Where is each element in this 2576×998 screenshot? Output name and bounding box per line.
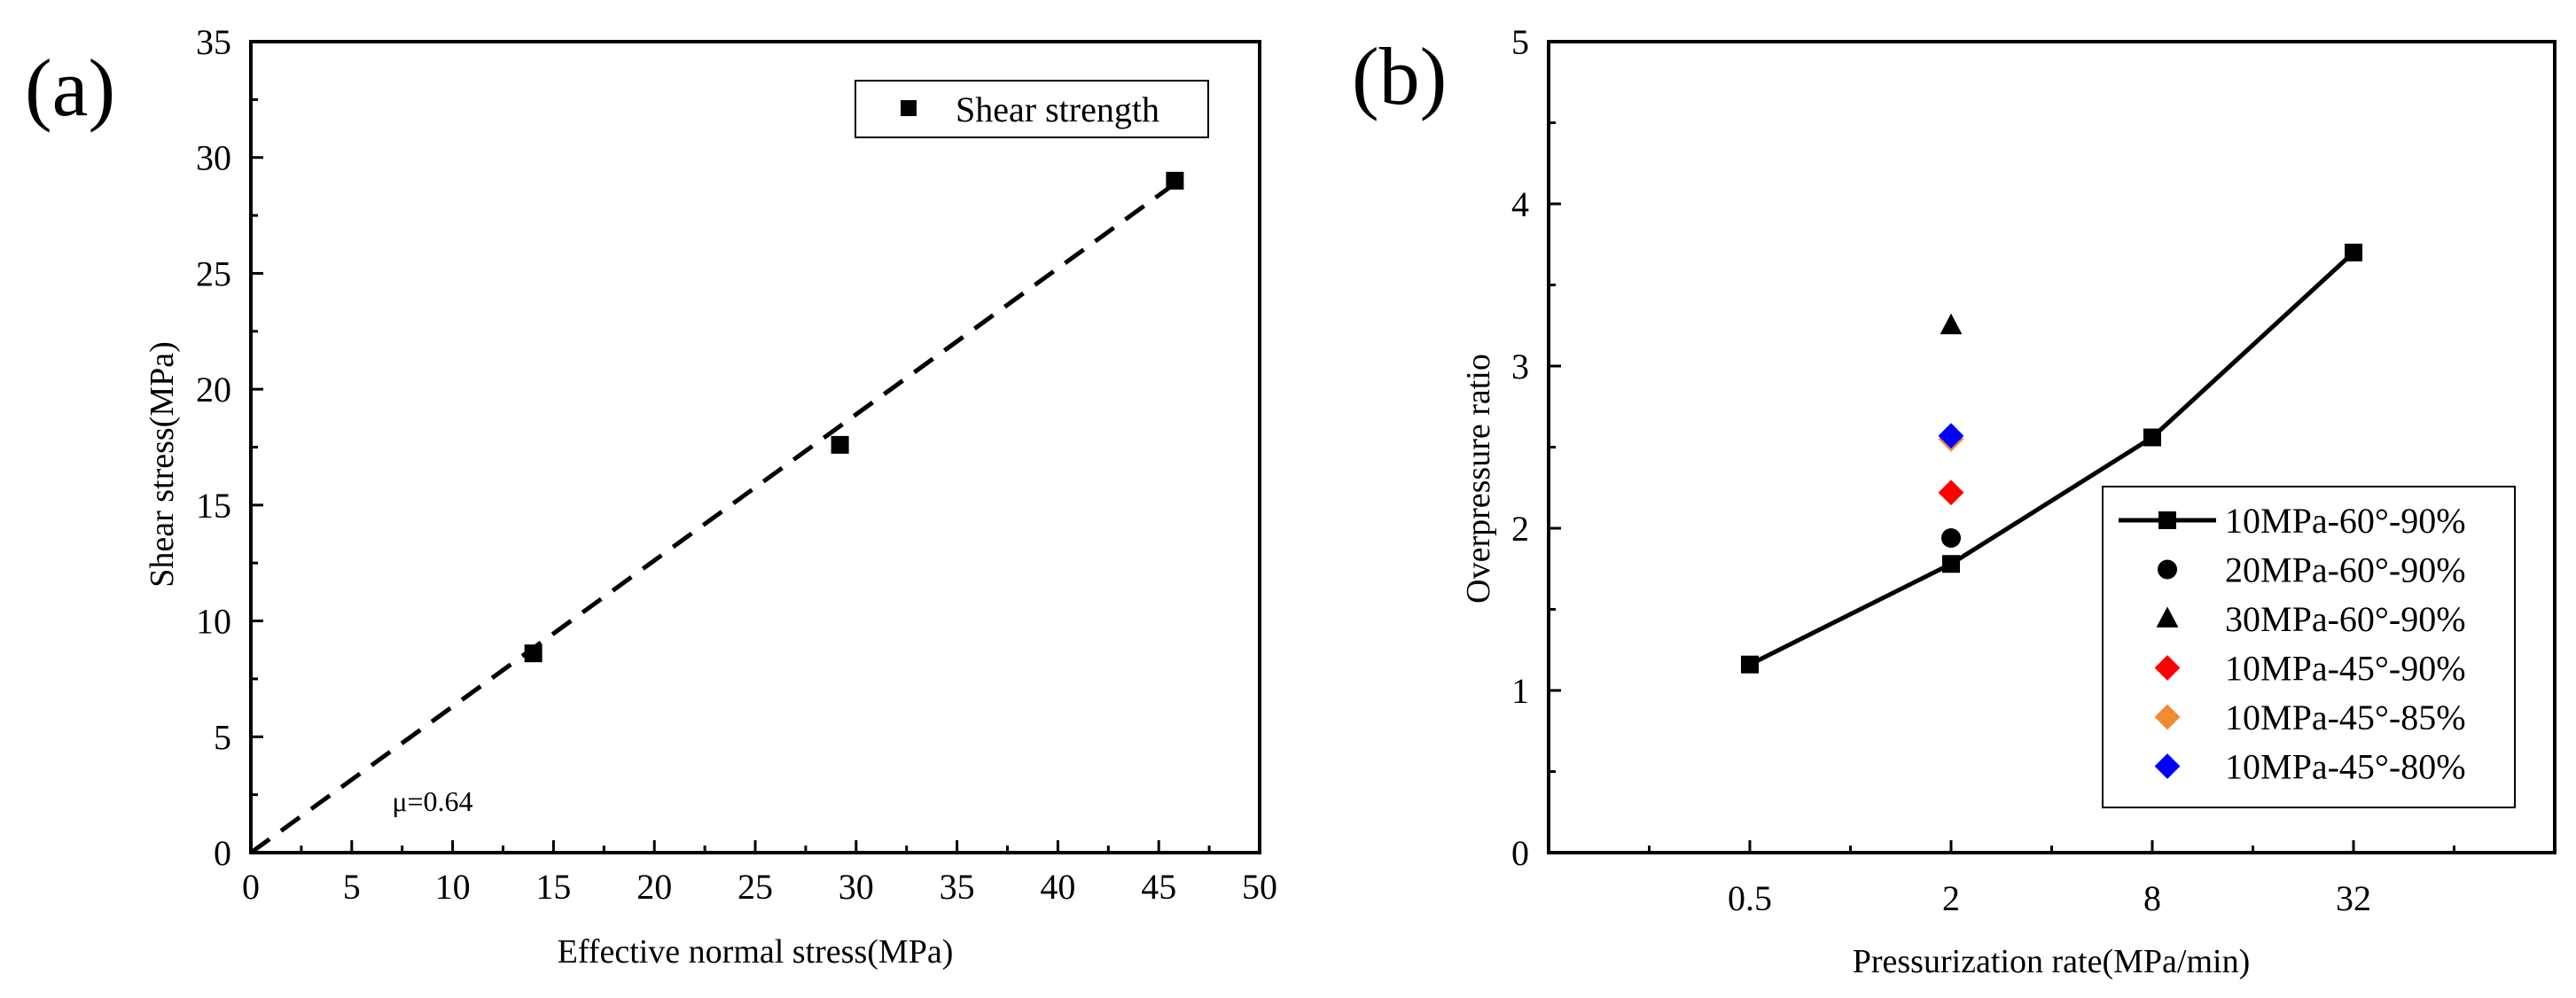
legend-marker — [2158, 559, 2177, 580]
legend-label: 10MPa-45°-85% — [2225, 698, 2466, 737]
x-tick-label: 20 — [636, 867, 672, 907]
panel-b-legend-box — [2102, 486, 2516, 808]
legend-marker-square — [901, 100, 917, 116]
x-tick-label: 30 — [839, 867, 874, 907]
panel-b-series — [1741, 243, 2362, 674]
panel-b-label: (b) — [1352, 31, 1447, 121]
series-line — [1748, 251, 2355, 667]
panel-a-plot-frame — [249, 40, 1261, 854]
x-tick-label: 25 — [738, 867, 773, 907]
panel-a-data-points — [524, 171, 1184, 663]
x-tick-label: 10 — [435, 867, 471, 907]
panel-a: (a) 0 5 10 15 20 25 30 35 40 45 50 05101520253035 … — [25, 22, 1277, 971]
legend-label: 10MPa-45°-80% — [2225, 747, 2466, 787]
panel-a-x-ticks: 0 5 10 15 20 25 30 35 40 45 50 — [242, 840, 1277, 907]
y-tick-label: 10 — [196, 602, 231, 642]
y-tick-label: 1 — [1511, 671, 1529, 711]
y-tick-label: 35 — [196, 22, 231, 62]
panel-a-annotation: μ=0.64 — [392, 785, 472, 817]
panel-a-x-axis-label: Effective normal stress(MPa) — [558, 933, 954, 971]
data-point — [1938, 423, 1964, 449]
panel-a-legend: Shear strength — [855, 80, 1209, 138]
panel-b-y-axis-label: Overpressure ratio — [1460, 354, 1497, 604]
fit-line — [249, 178, 1181, 855]
x-tick-label: 50 — [1242, 867, 1277, 907]
panel-a-y-ticks: 0 5 10 15 20 25 30 35 — [196, 22, 263, 873]
x-tick-label: 40 — [1040, 867, 1075, 907]
panel-b-x-ticks: 0.5 2 8 32 — [1648, 840, 2455, 918]
panel-a-fit-line-group — [249, 178, 1181, 855]
data-point — [1938, 480, 1964, 506]
panel-b-y-ticks: 0 1 2 3 4 5 — [1511, 22, 1561, 873]
legend-marker — [2154, 655, 2181, 681]
legend-label: 30MPa-60°-90% — [2225, 599, 2466, 639]
x-tick-label: 32 — [2336, 878, 2371, 918]
x-tick-label: 35 — [940, 867, 975, 907]
data-point — [2143, 428, 2161, 447]
legend-label: 10MPa-45°-90% — [2225, 649, 2466, 689]
legend-label: 10MPa-60°-90% — [2225, 501, 2466, 541]
y-tick-label: 3 — [1511, 347, 1529, 386]
x-tick-label: 5 — [343, 867, 361, 907]
x-tick-label: 8 — [2143, 878, 2161, 918]
panel-a-legend-label: Shear strength — [956, 90, 1159, 129]
legend-marker — [2154, 704, 2181, 730]
data-point — [524, 644, 543, 663]
legend-label: 20MPa-60°-90% — [2225, 550, 2466, 590]
y-tick-label: 0 — [214, 833, 231, 873]
y-tick-label: 5 — [214, 717, 231, 757]
x-tick-label: 0 — [242, 867, 260, 907]
y-tick-label: 25 — [196, 253, 231, 293]
x-tick-label: 15 — [535, 867, 571, 907]
panel-b-x-axis-label: Pressurization rate(MPa/min) — [1853, 943, 2251, 980]
data-point — [1942, 555, 1960, 573]
data-point — [1941, 527, 1961, 548]
x-tick-label: 45 — [1141, 867, 1176, 907]
y-tick-label: 0 — [1511, 833, 1529, 873]
y-tick-label: 15 — [196, 486, 231, 526]
data-point — [1166, 171, 1184, 190]
x-tick-label: 2 — [1942, 878, 1960, 918]
data-point — [831, 435, 849, 454]
panel-b: (b) 0.5 2 8 32 0 1 2 3 4 5 Pressurization rate(M… — [1352, 22, 2556, 980]
panel-a-label: (a) — [25, 43, 115, 133]
legend-marker — [2156, 606, 2179, 628]
data-point — [1940, 313, 1963, 335]
data-point — [1741, 655, 1759, 674]
y-tick-label: 30 — [196, 138, 231, 178]
data-point — [2345, 243, 2362, 261]
panel-a-y-axis-label: Shear stress(MPa) — [144, 341, 181, 588]
y-tick-label: 2 — [1511, 509, 1529, 549]
y-tick-label: 4 — [1511, 184, 1529, 224]
x-tick-label: 0.5 — [1728, 878, 1772, 918]
y-tick-label: 5 — [1511, 22, 1529, 62]
panel-b-legend: 10MPa-60°-90% 20MPa-60°-90% 30MPa-60°-90% 1… — [2102, 486, 2516, 808]
legend-marker — [2154, 753, 2181, 779]
y-tick-label: 20 — [196, 370, 231, 409]
legend-marker — [2158, 511, 2176, 529]
